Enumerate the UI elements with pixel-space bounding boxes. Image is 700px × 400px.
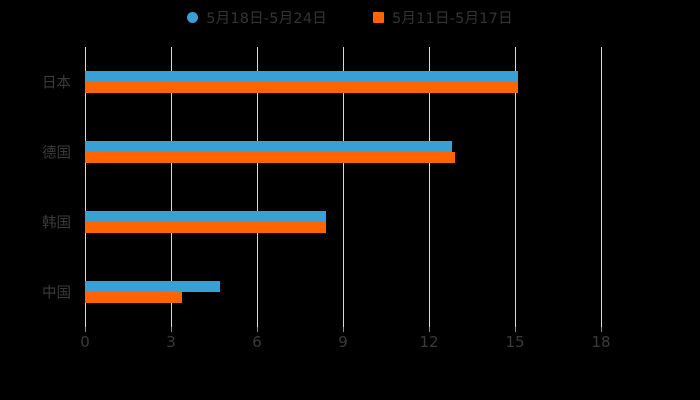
x-axis-tick: [515, 327, 516, 332]
x-axis-tick-label: 6: [252, 333, 262, 351]
y-axis-category-label: 德国: [42, 145, 71, 162]
gridline: [171, 47, 172, 327]
x-axis-tick: [601, 327, 602, 332]
bar-1-1[interactable]: [85, 152, 455, 163]
x-axis-tick-label: 3: [166, 333, 176, 351]
bar-0-2[interactable]: [85, 211, 326, 222]
bar-0-0[interactable]: [85, 71, 518, 82]
gridline: [85, 47, 86, 327]
legend-marker-square-icon: [373, 11, 384, 23]
x-axis-tick-label: 0: [80, 333, 90, 351]
legend-label-series-0: 5月18日-5月24日: [206, 10, 327, 27]
x-axis-tick: [257, 327, 258, 332]
gridline: [429, 47, 430, 327]
gridline: [515, 47, 516, 327]
x-axis-tick-label: 15: [505, 333, 525, 351]
legend-item-series-0[interactable]: 5月18日-5月24日: [187, 7, 327, 27]
y-axis-category-label: 韩国: [42, 215, 71, 232]
gridline: [601, 47, 602, 327]
legend-item-series-1[interactable]: 5月11日-5月17日: [373, 7, 513, 27]
x-axis-tick: [429, 327, 430, 332]
gridline: [343, 47, 344, 327]
y-axis-category-label: 日本: [42, 75, 71, 92]
plot-area: 0 3 6 9 12 15 18: [80, 47, 611, 351]
bar-1-0[interactable]: [85, 82, 518, 93]
gridline: [257, 47, 258, 327]
chart-legend: 5月18日-5月24日 5月11日-5月17日: [0, 7, 700, 27]
bar-0-1[interactable]: [85, 141, 452, 152]
x-axis-tick-label: 12: [419, 333, 439, 351]
legend-marker-circle-icon: [187, 11, 199, 23]
y-axis-category-label: 中国: [42, 285, 71, 302]
x-axis-tick: [85, 327, 86, 332]
bar-0-3[interactable]: [85, 281, 220, 292]
x-axis-tick: [343, 327, 344, 332]
bar-1-3[interactable]: [85, 292, 183, 303]
legend-label-series-1: 5月11日-5月17日: [392, 10, 513, 27]
x-axis-tick-label: 9: [338, 333, 348, 351]
bar-1-2[interactable]: [85, 222, 326, 233]
x-axis-tick: [171, 327, 172, 332]
x-axis-tick-label: 18: [591, 333, 611, 351]
